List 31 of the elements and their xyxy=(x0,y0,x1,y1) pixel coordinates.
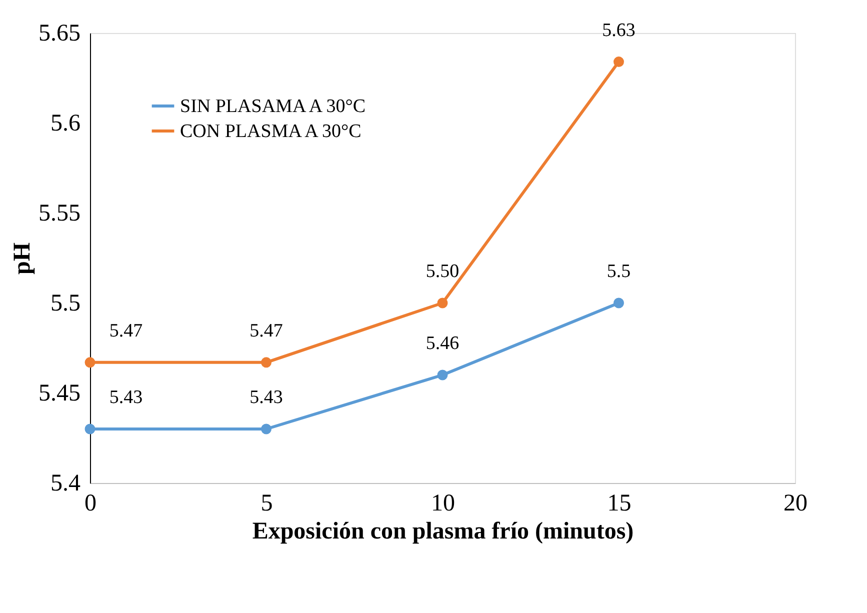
data-label: 5.47 xyxy=(109,320,143,342)
point xyxy=(614,298,624,308)
point xyxy=(84,357,96,368)
data-label: 5.63 xyxy=(602,20,636,41)
y-tick-label: 5.6 xyxy=(50,110,80,136)
legend-label: SIN PLASAMA A 30°C xyxy=(180,96,366,117)
data-label: 5.46 xyxy=(426,333,460,354)
point xyxy=(261,424,272,434)
x-tick-label: 0 xyxy=(84,490,96,516)
data-label: 5.5 xyxy=(606,261,631,282)
y-tick-label: 5.4 xyxy=(50,470,80,496)
x-tick-label: 15 xyxy=(607,490,632,516)
y-tick-label: 5.45 xyxy=(38,380,80,406)
data-label: 5.50 xyxy=(426,261,460,282)
point xyxy=(437,298,448,308)
point xyxy=(261,357,272,368)
x-axis-title: Exposición con plasma frío (minutos) xyxy=(252,518,634,544)
y-tick-label: 5.65 xyxy=(38,20,80,46)
data-label: 5.43 xyxy=(109,387,143,408)
y-tick-label: 5.55 xyxy=(38,200,80,226)
x-tick-label: 20 xyxy=(784,490,808,516)
point xyxy=(614,56,624,68)
point xyxy=(437,370,448,380)
legend-label: CON PLASMA A 30°C xyxy=(180,121,362,142)
point xyxy=(84,424,96,434)
x-tick-label: 10 xyxy=(431,490,455,516)
data-label: 5.43 xyxy=(250,387,283,408)
x-tick-label: 5 xyxy=(260,490,273,516)
data-label: 5.47 xyxy=(250,320,283,342)
y-axis-title: pH xyxy=(10,242,36,275)
y-tick-label: 5.5 xyxy=(50,290,80,316)
